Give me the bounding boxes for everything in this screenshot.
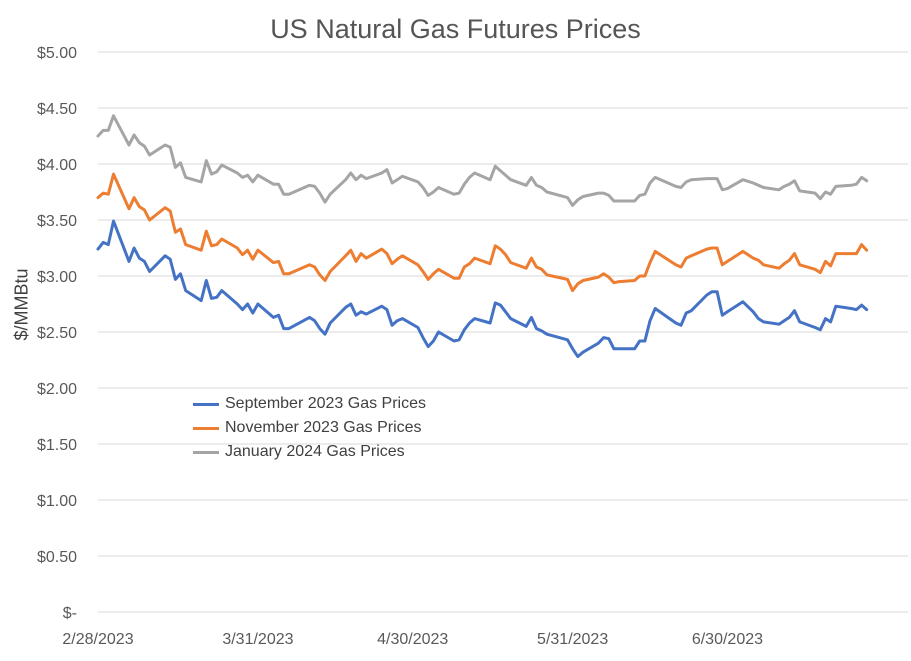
y-tick-label: $1.50 bbox=[37, 437, 77, 454]
x-tick-label: 3/31/2023 bbox=[222, 631, 293, 648]
legend-swatch-january bbox=[193, 450, 219, 454]
y-tick-label: $3.00 bbox=[37, 269, 77, 286]
legend-swatch-november bbox=[193, 426, 219, 430]
legend-label-november: November 2023 Gas Prices bbox=[225, 419, 422, 436]
y-tick-label: $4.00 bbox=[37, 157, 77, 174]
x-tick-label: 6/30/2023 bbox=[692, 631, 763, 648]
legend-item-november: November 2023 Gas Prices bbox=[193, 416, 426, 440]
x-axis-tick-labels: 2/28/2023 3/31/2023 4/30/2023 5/31/2023 6/30… bbox=[62, 631, 763, 648]
chart-title: US Natural Gas Futures Prices bbox=[270, 14, 641, 44]
legend-item-january: January 2024 Gas Prices bbox=[193, 440, 426, 464]
y-tick-label: $3.50 bbox=[37, 213, 77, 230]
series-line-1 bbox=[96, 172, 869, 293]
y-tick-label: $2.00 bbox=[37, 381, 77, 398]
x-tick-label: 2/28/2023 bbox=[62, 631, 133, 648]
y-tick-label: $0.50 bbox=[37, 549, 77, 566]
legend-label-september: September 2023 Gas Prices bbox=[225, 395, 426, 412]
series-lines bbox=[96, 114, 869, 359]
y-tick-label: $2.50 bbox=[37, 325, 77, 342]
legend: September 2023 Gas Prices November 2023 … bbox=[193, 392, 426, 464]
y-tick-label: $4.50 bbox=[37, 101, 77, 118]
x-tick-label: 4/30/2023 bbox=[377, 631, 448, 648]
x-tick-label: 5/31/2023 bbox=[537, 631, 608, 648]
y-tick-label: $- bbox=[63, 605, 77, 622]
legend-item-september: September 2023 Gas Prices bbox=[193, 392, 426, 416]
horizontal-gridlines bbox=[98, 51, 908, 613]
y-tick-label: $5.00 bbox=[37, 45, 77, 62]
series-line-2 bbox=[96, 114, 869, 207]
legend-swatch-september bbox=[193, 402, 219, 406]
series-line-0 bbox=[96, 219, 869, 359]
y-axis-label: $/MMBtu bbox=[11, 268, 32, 341]
y-axis-tick-labels: $- $0.50 $1.00 $1.50 $2.00 $2.50 $3.00 $3.50 $4.… bbox=[37, 45, 77, 622]
legend-label-january: January 2024 Gas Prices bbox=[225, 443, 405, 460]
y-tick-label: $1.00 bbox=[37, 493, 77, 510]
